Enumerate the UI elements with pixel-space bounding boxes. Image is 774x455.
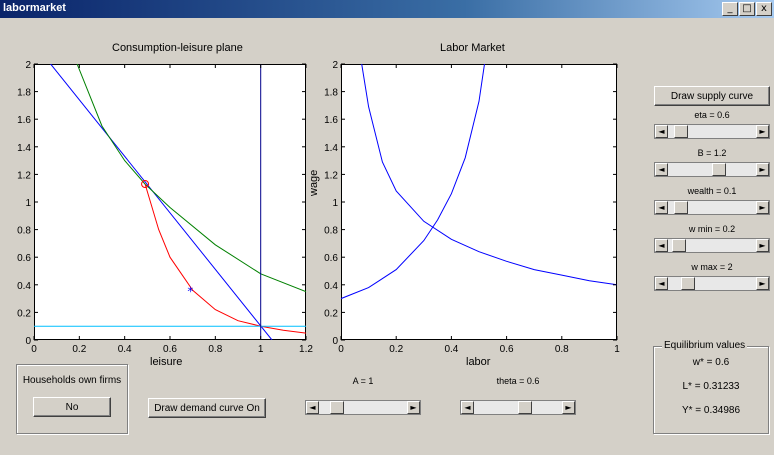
equilibrium-title: Equilibrium values [662,340,747,351]
right-plot-ylabel: wage [308,170,320,196]
right-plot-ytick-label: 1.2 [324,170,338,181]
a-slider[interactable]: ◄ ► [305,400,421,415]
households-panel: Households own firms No [16,364,128,434]
draw-supply-curve-button[interactable]: Draw supply curve [654,86,770,106]
a-slider-thumb[interactable] [330,401,344,414]
w-max-slider[interactable]: ◄ ► [654,276,770,291]
households-title: Households own firms [17,375,127,386]
equilibrium-output: Y* = 0.34986 [654,405,768,416]
right-plot-ytick-label: 0 [332,336,338,347]
a-slider-left-arrow-icon[interactable]: ◄ [306,401,319,414]
right-plot-xtick-label: 0.2 [389,344,403,355]
right-plot-ytick-label: 0.8 [324,226,338,237]
right-plot-xlabel: labor [466,356,490,368]
right-plot-xtick-label: 0.4 [444,344,458,355]
right-plot-ytick-label: 0.2 [324,308,338,319]
right-plot-ytick-label: 1 [332,198,338,209]
right-plot-xtick-label: 1 [614,344,620,355]
right-plot-series-0 [362,64,617,285]
wealth-slider[interactable]: ◄ ► [654,200,770,215]
wealth-slider-thumb[interactable] [674,201,688,214]
w-min-slider-right-arrow-icon[interactable]: ► [756,239,769,252]
w-min-slider[interactable]: ◄ ► [654,238,770,253]
theta-slider-left-arrow-icon[interactable]: ◄ [461,401,474,414]
right-plot-ytick-label: 1.6 [324,115,338,126]
b-slider-label: B = 1.2 [654,148,770,158]
w-max-slider-left-arrow-icon[interactable]: ◄ [655,277,668,290]
right-plot-xtick-label: 0.6 [500,344,514,355]
b-slider[interactable]: ◄ ► [654,162,770,177]
b-slider-thumb[interactable] [712,163,726,176]
right-plot-ytick-label: 1.8 [324,88,338,99]
theta-slider[interactable]: ◄ ► [460,400,576,415]
eta-slider-label: eta = 0.6 [654,110,770,120]
draw-demand-curve-button[interactable]: Draw demand curve On [148,398,266,418]
right-plot-xtick-label: 0.8 [555,344,569,355]
b-slider-right-arrow-icon[interactable]: ► [756,163,769,176]
eta-slider-right-arrow-icon[interactable]: ► [756,125,769,138]
right-plot-xtick-label: 0 [338,344,344,355]
eta-slider-left-arrow-icon[interactable]: ◄ [655,125,668,138]
a-slider-label: A = 1 [305,376,421,386]
right-plot-ytick-label: 0.6 [324,253,338,264]
right-plot-series-1 [341,64,485,299]
w-min-slider-thumb[interactable] [672,239,686,252]
right-plot-ytick-label: 2 [332,60,338,71]
eta-slider[interactable]: ◄ ► [654,124,770,139]
right-plot-ytick-label: 1.4 [324,143,338,154]
w-min-slider-left-arrow-icon[interactable]: ◄ [655,239,668,252]
wealth-slider-right-arrow-icon[interactable]: ► [756,201,769,214]
equilibrium-panel: Equilibrium values w* = 0.6 L* = 0.31233… [653,346,769,434]
households-own-firms-button[interactable]: No [33,397,111,417]
b-slider-left-arrow-icon[interactable]: ◄ [655,163,668,176]
wealth-slider-label: wealth = 0.1 [654,186,770,196]
w-max-slider-label: w max = 2 [654,262,770,272]
theta-slider-label: theta = 0.6 [460,376,576,386]
theta-slider-right-arrow-icon[interactable]: ► [562,401,575,414]
w-min-slider-label: w min = 0.2 [654,224,770,234]
equilibrium-labor: L* = 0.31233 [654,381,768,392]
right-plot-ytick-label: 0.4 [324,281,338,292]
wealth-slider-left-arrow-icon[interactable]: ◄ [655,201,668,214]
w-max-slider-thumb[interactable] [681,277,695,290]
w-max-slider-right-arrow-icon[interactable]: ► [756,277,769,290]
theta-slider-thumb[interactable] [518,401,532,414]
equilibrium-wage: w* = 0.6 [654,357,768,368]
eta-slider-thumb[interactable] [674,125,688,138]
a-slider-right-arrow-icon[interactable]: ► [407,401,420,414]
